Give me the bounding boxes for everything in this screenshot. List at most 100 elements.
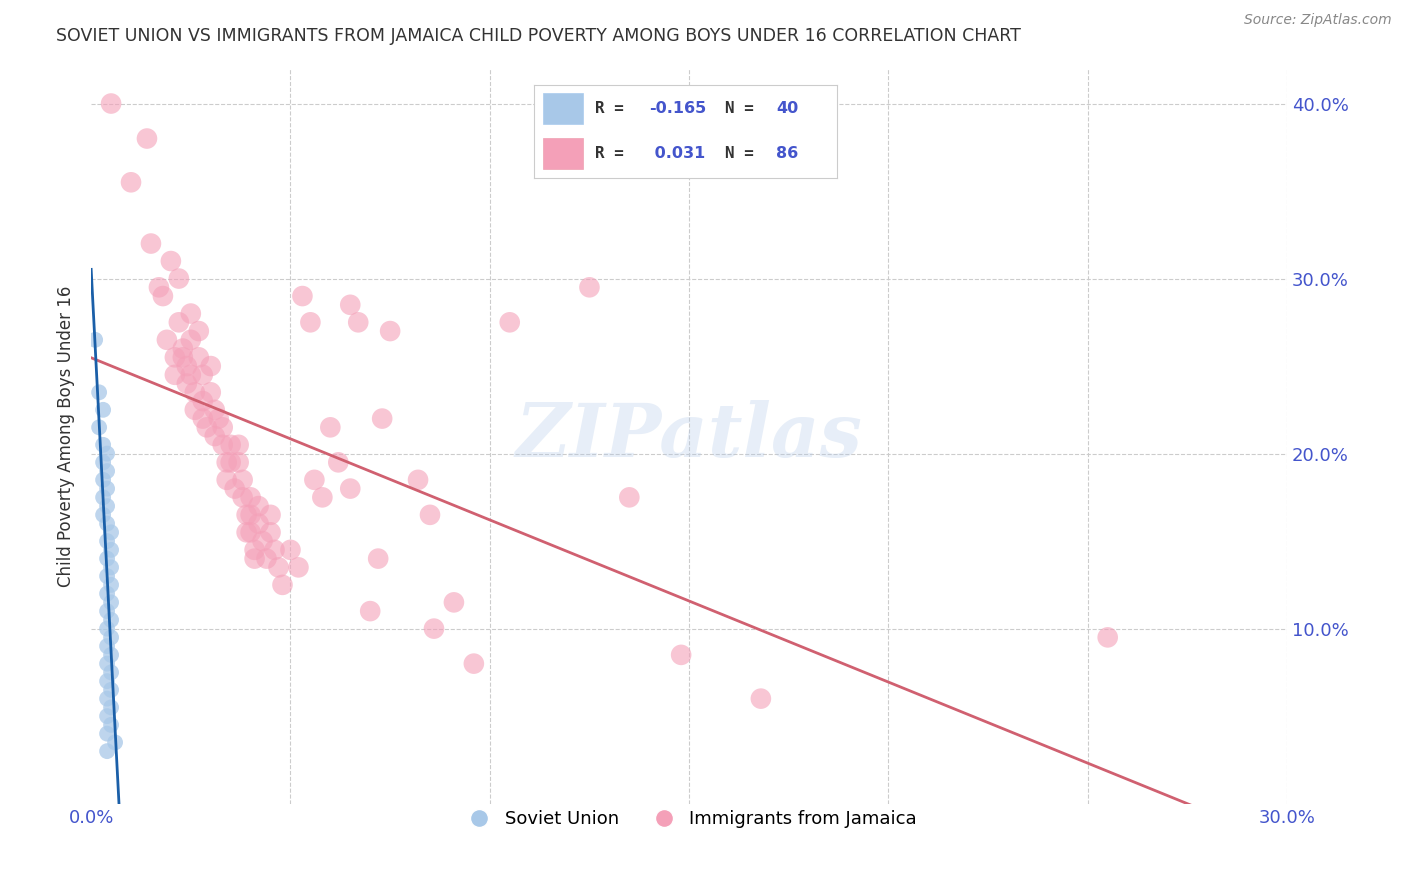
Point (228, 438, 250, 452)
Point (267, 560, 290, 574)
Point (378, 324, 401, 338)
Point (191, 368, 214, 382)
Point (91, 455, 114, 469)
Text: N =: N = (724, 146, 763, 161)
Point (148, 280, 170, 294)
Point (271, 578, 294, 592)
Point (252, 534, 274, 549)
Point (96, 622, 118, 636)
Point (96, 604, 118, 618)
Point (136, 131, 159, 145)
Text: R =: R = (595, 101, 633, 116)
Point (228, 455, 250, 469)
Point (208, 411, 231, 425)
Point (100, 700, 122, 714)
Point (328, 455, 350, 469)
Point (91, 491, 114, 505)
Point (96, 657, 118, 671)
Point (180, 368, 202, 382)
Point (163, 368, 186, 382)
Point (499, 315, 522, 329)
Point (259, 508, 281, 522)
Legend: Soviet Union, Immigrants from Jamaica: Soviet Union, Immigrants from Jamaica (454, 803, 924, 835)
Point (200, 385, 222, 400)
Point (367, 551, 389, 566)
Text: -0.165: -0.165 (650, 101, 706, 116)
Point (204, 429, 226, 443)
Point (139, 236, 162, 251)
Text: N =: N = (724, 101, 763, 116)
Text: R =: R = (595, 146, 633, 161)
Point (187, 324, 209, 338)
Point (187, 351, 209, 365)
Point (219, 455, 242, 469)
Point (291, 289, 314, 303)
Point (619, 491, 641, 505)
Point (96, 709, 118, 723)
Point (287, 560, 309, 574)
Point (311, 491, 333, 505)
Point (191, 411, 214, 425)
Point (239, 491, 262, 505)
Point (167, 271, 190, 285)
Point (96, 569, 118, 583)
Point (419, 508, 441, 522)
Point (96, 691, 118, 706)
Text: 40: 40 (776, 101, 799, 116)
Point (91, 438, 114, 452)
Point (191, 394, 214, 409)
Point (215, 473, 238, 487)
Point (100, 525, 122, 540)
Point (96, 464, 118, 478)
Y-axis label: Child Poverty Among Boys Under 16: Child Poverty Among Boys Under 16 (58, 285, 75, 587)
Bar (543, 138, 582, 169)
Point (91, 508, 114, 522)
Point (224, 482, 246, 496)
Text: 0.031: 0.031 (650, 146, 706, 161)
Point (359, 604, 381, 618)
Point (669, 648, 692, 662)
Point (96, 482, 118, 496)
Point (235, 525, 257, 540)
Point (96, 744, 118, 758)
Point (247, 499, 270, 513)
Point (176, 376, 198, 391)
Point (100, 665, 122, 680)
Point (235, 508, 257, 522)
Point (172, 351, 194, 365)
Point (749, 691, 772, 706)
Point (176, 359, 198, 373)
Point (100, 595, 122, 609)
Point (259, 525, 281, 540)
Point (100, 542, 122, 557)
Text: Source: ZipAtlas.com: Source: ZipAtlas.com (1244, 13, 1392, 28)
Point (100, 613, 122, 627)
Point (232, 473, 254, 487)
Point (100, 682, 122, 697)
Point (263, 542, 285, 557)
Point (200, 359, 222, 373)
Point (96, 551, 118, 566)
Point (167, 315, 190, 329)
Point (423, 622, 446, 636)
Point (243, 551, 266, 566)
Point (152, 289, 174, 303)
Point (96, 516, 118, 531)
Point (184, 402, 207, 417)
Point (184, 385, 207, 400)
Text: SOVIET UNION VS IMMIGRANTS FROM JAMAICA CHILD POVERTY AMONG BOYS UNDER 16 CORREL: SOVIET UNION VS IMMIGRANTS FROM JAMAICA … (56, 27, 1021, 45)
Point (347, 315, 370, 329)
Point (156, 333, 179, 347)
Point (319, 420, 342, 434)
Point (96, 499, 118, 513)
Point (443, 595, 465, 609)
Text: ZIPatlas: ZIPatlas (516, 400, 862, 473)
Point (247, 516, 270, 531)
Point (163, 351, 186, 365)
Point (339, 298, 361, 312)
Point (180, 333, 202, 347)
Point (104, 735, 127, 749)
Point (100, 648, 122, 662)
Point (96, 447, 118, 461)
Point (96, 534, 118, 549)
